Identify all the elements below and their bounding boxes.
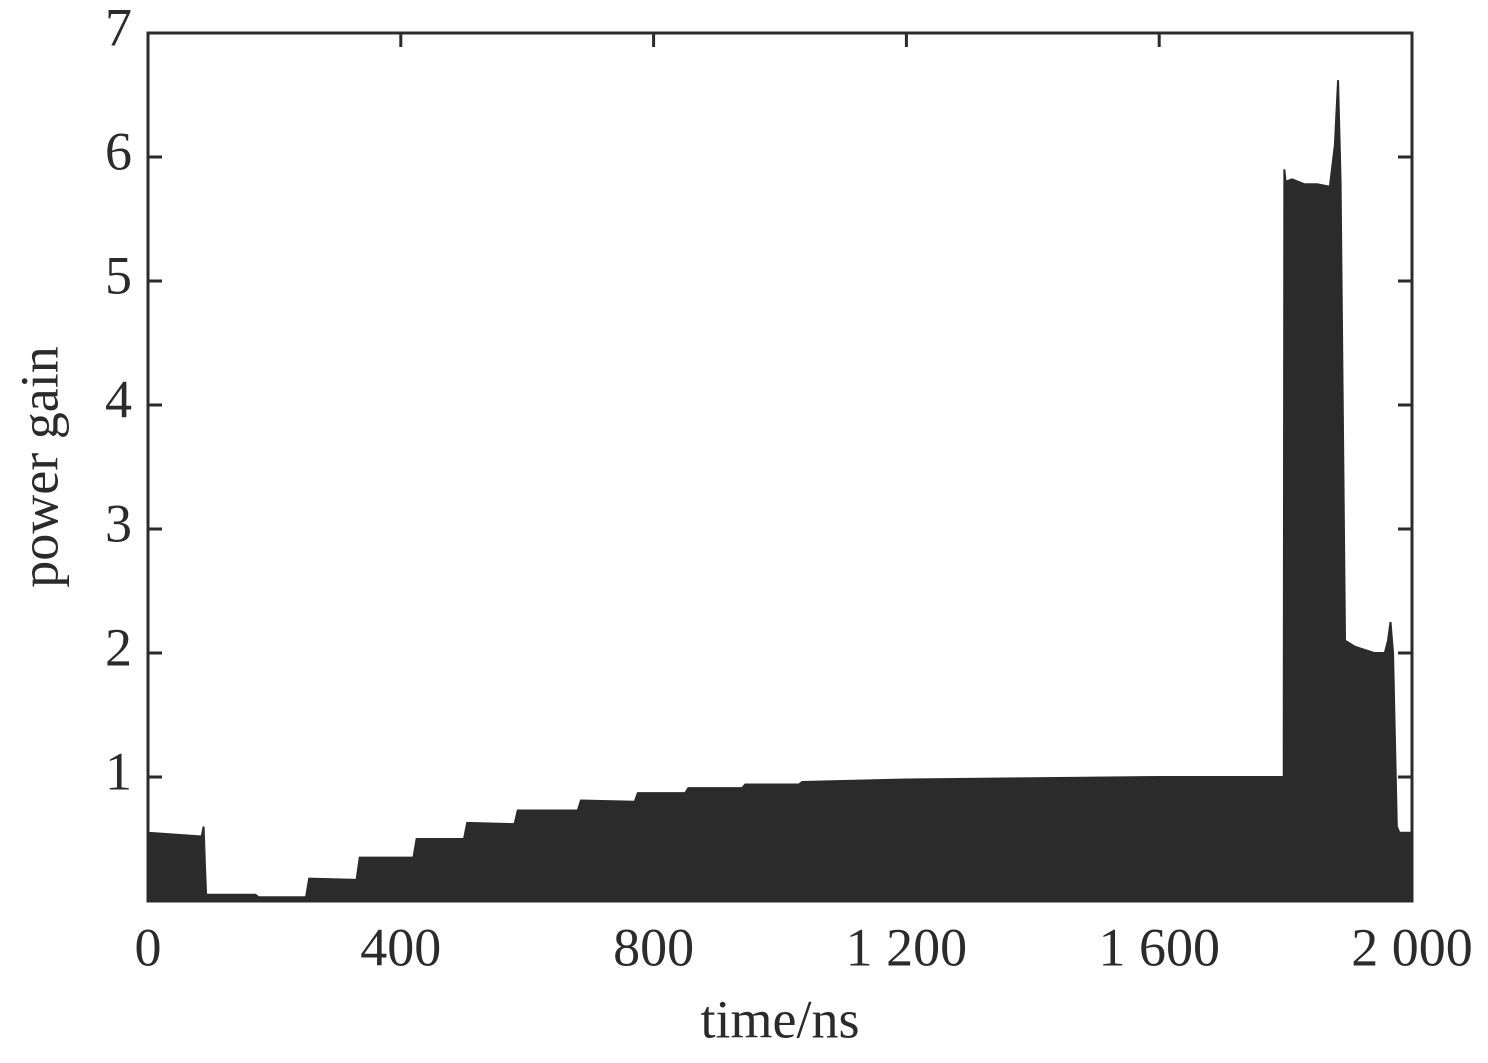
area-line: [147, 80, 1412, 899]
area-fill: [148, 80, 1412, 902]
y-tick-label: 6: [105, 121, 132, 181]
x-tick-label: 800: [613, 917, 694, 977]
y-tick-label: 1: [105, 741, 132, 801]
plot-frame: [146, 31, 1414, 903]
x-tick-label: 400: [360, 917, 441, 977]
y-tick-label: 3: [105, 493, 132, 553]
x-tick-label: 1 600: [1098, 917, 1220, 977]
y-tick-label: 7: [105, 0, 132, 57]
y-tick-label: 4: [105, 369, 132, 429]
y-axis-label: power gain: [9, 346, 69, 587]
y-tick-label: 5: [105, 245, 132, 305]
x-tick-label: 0: [135, 917, 162, 977]
y-tick-label: 2: [105, 617, 132, 677]
x-axis-label: time/ns: [701, 989, 860, 1049]
x-tick-label: 1 200: [846, 917, 968, 977]
x-tick-label: 2 000: [1351, 917, 1473, 977]
